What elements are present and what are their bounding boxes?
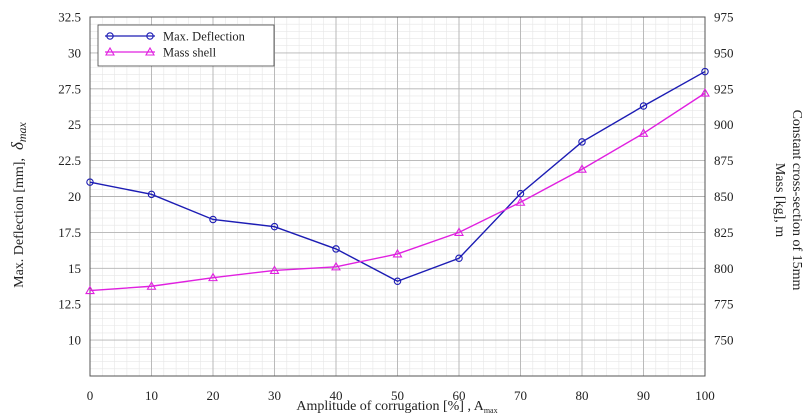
legend-swatch-marker-end	[145, 46, 155, 56]
y-tick-label: 30	[68, 45, 81, 60]
data-point	[270, 222, 279, 231]
data-point	[393, 277, 402, 285]
y-tick-label: 25	[68, 117, 81, 132]
x-tick-label: 100	[695, 388, 715, 403]
y2-tick-label: 775	[714, 297, 734, 312]
y2-tick-label: 750	[714, 333, 734, 348]
x-tick-label: 20	[207, 388, 220, 403]
data-point	[86, 178, 94, 186]
right-axis-ticks: 750 775 800 825 850 875 900 925 950 975	[714, 10, 734, 348]
data-point	[515, 197, 526, 206]
y-tick-label: 15	[68, 261, 81, 276]
y2-tick-label: 800	[714, 261, 734, 276]
data-point	[269, 265, 280, 275]
x-axis-ticks: 0 10 20 30 40 50 60 70 80 90 100	[87, 388, 715, 403]
y2-axis-title: Mass [kg], m	[772, 163, 787, 237]
series-layer	[85, 67, 710, 295]
y2-tick-label: 900	[714, 117, 734, 132]
x-tick-label: 70	[514, 388, 527, 403]
x-tick-label: 0	[87, 388, 94, 403]
y-tick-label: 27.5	[58, 81, 81, 96]
data-point	[332, 245, 340, 253]
y-tick-label: 22.5	[58, 153, 81, 168]
data-point	[516, 189, 525, 198]
y2-tick-label: 825	[714, 225, 734, 240]
x-tick-label: 30	[268, 388, 281, 403]
y2-tick-label: 850	[714, 189, 734, 204]
x-tick-label: 40	[330, 388, 343, 403]
y2-tick-label: 925	[714, 81, 734, 96]
y-tick-label: 20	[68, 189, 81, 204]
series-line	[89, 92, 706, 292]
data-point	[455, 254, 463, 262]
data-point	[577, 164, 587, 173]
y-tick-label: 17.5	[58, 225, 81, 240]
y2-tick-label: 950	[714, 45, 734, 60]
series-2	[85, 87, 710, 295]
y-tick-label: 10	[68, 333, 81, 348]
x-tick-label: 10	[145, 388, 158, 403]
series-1	[86, 67, 709, 285]
legend-box	[97, 24, 275, 67]
x-tick-label: 90	[637, 388, 650, 403]
legend-swatch-marker-start	[105, 46, 115, 56]
x-tick-label: 50	[391, 388, 404, 403]
y-tick-label: 12.5	[58, 297, 81, 312]
major-gridlines	[89, 16, 706, 377]
data-point	[454, 227, 464, 236]
data-point	[147, 190, 156, 199]
data-point	[639, 102, 648, 110]
x-tick-label: 80	[576, 388, 589, 403]
legend-label: Max. Deflection	[163, 30, 246, 44]
data-point	[146, 281, 157, 290]
data-point	[701, 67, 709, 76]
series-line	[89, 70, 706, 282]
legend-label: Mass shell	[163, 46, 217, 60]
data-point	[392, 248, 403, 258]
y2-axis-subtitle: Constant cross-section of 15mm	[789, 110, 804, 291]
legend-items: Max. Deflection Mass shell	[105, 30, 246, 60]
data-point	[209, 215, 217, 224]
data-point	[85, 285, 95, 295]
x-axis-title: Amplitude of corrugation [%] , Amax	[296, 399, 497, 415]
data-point	[700, 87, 710, 97]
data-point	[638, 128, 649, 137]
data-point	[331, 261, 341, 271]
legend-swatch-marker-start	[106, 32, 114, 40]
data-point	[208, 272, 218, 282]
x-tick-label: 60	[453, 388, 466, 403]
y-tick-label: 32.5	[58, 10, 81, 25]
legend-swatch-marker-end	[146, 32, 154, 40]
legend: Max. Deflection Mass shell	[97, 24, 275, 67]
plot-frame	[89, 16, 706, 377]
data-point	[578, 138, 586, 146]
left-axis-ticks: 10 12.5 15 17.5 20 22.5 25 27.5 30 32.5	[58, 10, 81, 348]
y2-tick-label: 875	[714, 153, 734, 168]
y-axis-title: Max. Deflection [mm],δmax	[8, 121, 29, 287]
y2-tick-label: 975	[714, 10, 734, 25]
